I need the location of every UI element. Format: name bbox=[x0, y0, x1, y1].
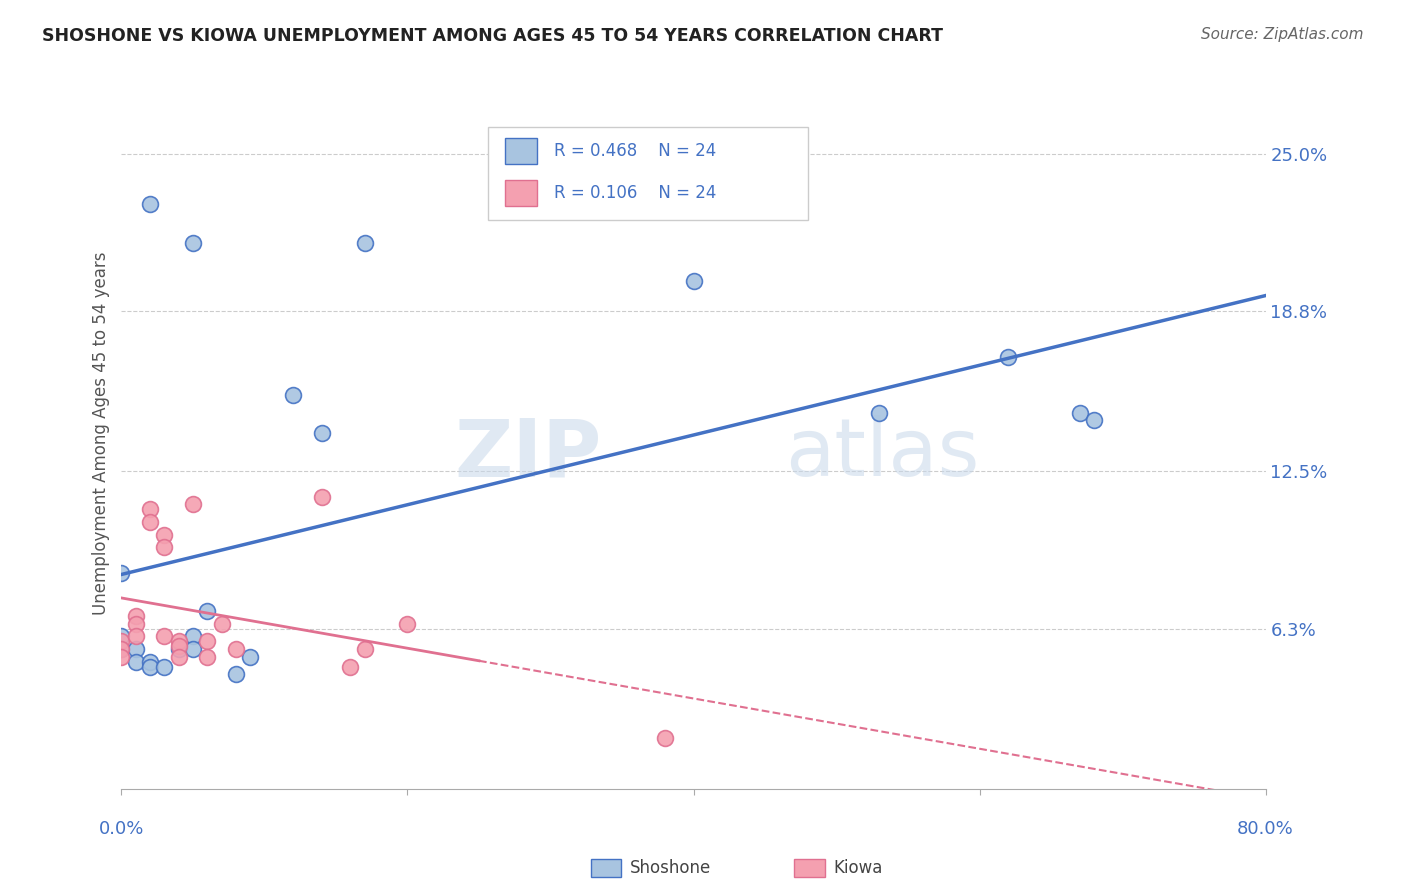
Point bbox=[139, 502, 162, 516]
Point bbox=[396, 616, 419, 631]
Text: 0.0%: 0.0% bbox=[98, 821, 145, 838]
Text: R = 0.468    N = 24: R = 0.468 N = 24 bbox=[554, 142, 716, 161]
Point bbox=[225, 642, 247, 657]
Point bbox=[125, 655, 148, 669]
Point bbox=[281, 388, 304, 402]
Point bbox=[153, 629, 176, 643]
Point bbox=[239, 649, 262, 664]
Point bbox=[353, 235, 375, 250]
Point bbox=[682, 274, 704, 288]
Point bbox=[125, 629, 148, 643]
Text: R = 0.106    N = 24: R = 0.106 N = 24 bbox=[554, 184, 716, 202]
Point bbox=[311, 426, 333, 441]
Bar bbox=[505, 180, 537, 206]
Point bbox=[869, 406, 891, 420]
Bar bbox=[505, 138, 537, 164]
Text: SHOSHONE VS KIOWA UNEMPLOYMENT AMONG AGES 45 TO 54 YEARS CORRELATION CHART: SHOSHONE VS KIOWA UNEMPLOYMENT AMONG AGE… bbox=[42, 27, 943, 45]
Point bbox=[211, 616, 233, 631]
Point bbox=[110, 649, 132, 664]
Point bbox=[195, 649, 218, 664]
Point bbox=[181, 642, 204, 657]
Text: 80.0%: 80.0% bbox=[1237, 821, 1294, 838]
Point bbox=[167, 649, 190, 664]
Point bbox=[110, 566, 132, 580]
Text: Source: ZipAtlas.com: Source: ZipAtlas.com bbox=[1201, 27, 1364, 42]
Point bbox=[139, 197, 162, 211]
Point bbox=[225, 667, 247, 681]
Point bbox=[1083, 413, 1105, 427]
Bar bbox=[488, 128, 808, 219]
Point bbox=[311, 490, 333, 504]
Text: ZIP: ZIP bbox=[454, 416, 602, 493]
Point bbox=[195, 634, 218, 648]
Point bbox=[110, 629, 132, 643]
Point bbox=[654, 731, 676, 745]
Point bbox=[110, 634, 132, 648]
Text: atlas: atlas bbox=[785, 416, 980, 493]
Point bbox=[153, 527, 176, 541]
Point bbox=[353, 642, 375, 657]
Point bbox=[997, 350, 1019, 364]
Point bbox=[167, 642, 190, 657]
Point bbox=[181, 629, 204, 643]
Text: Kiowa: Kiowa bbox=[834, 859, 883, 877]
Point bbox=[1069, 406, 1091, 420]
Point bbox=[167, 640, 190, 654]
Point bbox=[339, 660, 361, 674]
Text: Shoshone: Shoshone bbox=[630, 859, 711, 877]
Point bbox=[110, 642, 132, 657]
Point bbox=[110, 642, 132, 657]
Point bbox=[125, 616, 148, 631]
Point bbox=[153, 660, 176, 674]
Y-axis label: Unemployment Among Ages 45 to 54 years: Unemployment Among Ages 45 to 54 years bbox=[93, 252, 110, 615]
Point bbox=[139, 660, 162, 674]
Point bbox=[125, 642, 148, 657]
Point bbox=[195, 604, 218, 618]
Point bbox=[139, 515, 162, 529]
Point bbox=[153, 541, 176, 555]
Point bbox=[181, 497, 204, 511]
Point bbox=[139, 655, 162, 669]
Point bbox=[181, 235, 204, 250]
Point bbox=[167, 634, 190, 648]
Point bbox=[125, 609, 148, 624]
